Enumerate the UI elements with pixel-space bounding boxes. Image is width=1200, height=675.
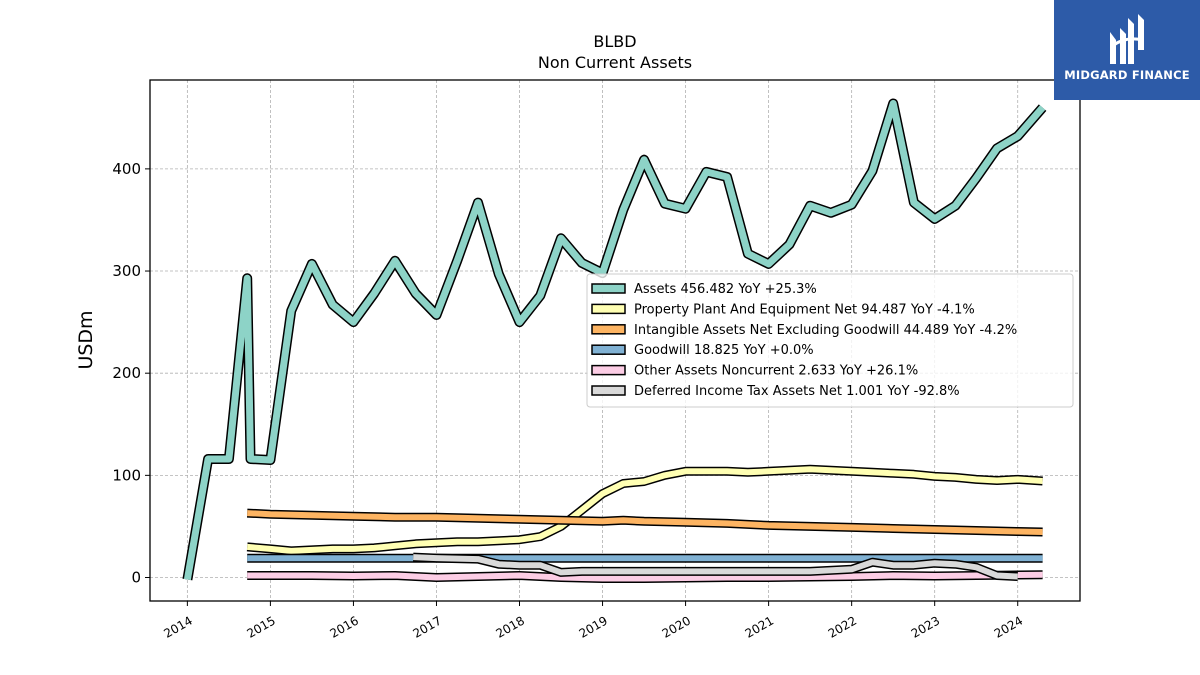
chart-title-line2: Non Current Assets	[538, 53, 692, 72]
y-tick-label: 200	[112, 364, 141, 382]
x-tick-label: 2018	[494, 613, 527, 640]
legend-swatch	[591, 344, 626, 355]
legend-swatch	[591, 364, 626, 376]
legend-swatch	[591, 283, 626, 294]
legend-swatch	[591, 303, 626, 315]
x-tick-label: 2016	[327, 613, 360, 640]
x-tick-label: 2019	[577, 613, 610, 640]
series-property-plant-and-equipment-net	[246, 464, 1043, 556]
series-intangible-assets-net-excluding-goodwill	[246, 508, 1043, 537]
legend-label: Goodwill 18.825 YoY +0.0%	[634, 343, 814, 358]
legend-item: Goodwill 18.825 YoY +0.0%	[591, 343, 814, 358]
x-axis-ticks: 2014 2015 2016 2017 2018 2019 2020 2021 2022 2023…	[161, 601, 1025, 641]
x-tick-label: 2015	[244, 613, 277, 640]
series-line	[413, 554, 1018, 580]
legend-swatch	[591, 385, 626, 396]
series-assets	[182, 98, 1047, 581]
series-line	[183, 100, 1046, 581]
legend-label: Intangible Assets Net Excluding Goodwill…	[634, 323, 1017, 338]
series-deferred-income-tax-assets-net	[413, 552, 1018, 581]
x-tick-label: 2020	[660, 613, 693, 640]
legend-box	[586, 273, 1074, 408]
x-tick-label: 2021	[743, 613, 776, 640]
legend-label: Deferred Income Tax Assets Net 1.001 YoY…	[634, 384, 960, 399]
chart-title-line1: BLBD	[593, 32, 636, 51]
x-tick-label: 2023	[909, 613, 942, 640]
y-tick-label: 0	[131, 569, 141, 587]
brand-name: MIDGARD FINANCE	[1064, 68, 1190, 82]
series-line	[247, 510, 1043, 535]
y-axis-ticks: 0 100 200 300 400	[112, 160, 150, 587]
x-tick-label: 2022	[826, 613, 859, 640]
brand-logo: MIDGARD FINANCE	[1054, 0, 1200, 100]
legend-item: Other Assets Noncurrent 2.633 YoY +26.1%	[591, 364, 918, 379]
y-tick-label: 300	[112, 262, 141, 280]
series-other-assets-noncurrent	[247, 570, 1043, 583]
y-tick-label: 100	[112, 466, 141, 484]
x-tick-label: 2014	[161, 613, 194, 640]
y-axis-label: USDm	[75, 310, 97, 369]
legend-item: Intangible Assets Net Excluding Goodwill…	[591, 323, 1017, 338]
legend-label: Property Plant And Equipment Net 94.487 …	[634, 302, 975, 317]
legend-label: Assets 456.482 YoY +25.3%	[634, 282, 817, 297]
x-tick-label: 2017	[411, 613, 444, 640]
midgard-logo-icon	[1110, 14, 1144, 64]
plot-frame	[149, 79, 1081, 602]
series-line	[246, 466, 1043, 554]
legend-item: Property Plant And Equipment Net 94.487 …	[591, 302, 975, 317]
series-line	[247, 571, 1043, 582]
legend-swatch	[591, 324, 626, 335]
legend-label: Other Assets Noncurrent 2.633 YoY +26.1%	[634, 364, 918, 379]
legend-item: Assets 456.482 YoY +25.3%	[591, 282, 817, 297]
legend-item: Deferred Income Tax Assets Net 1.001 YoY…	[591, 384, 960, 399]
series-lines	[182, 98, 1047, 583]
y-tick-label: 400	[112, 160, 141, 178]
legend: Assets 456.482 YoY +25.3% Property Plant …	[586, 273, 1074, 408]
x-tick-label: 2024	[992, 613, 1025, 640]
